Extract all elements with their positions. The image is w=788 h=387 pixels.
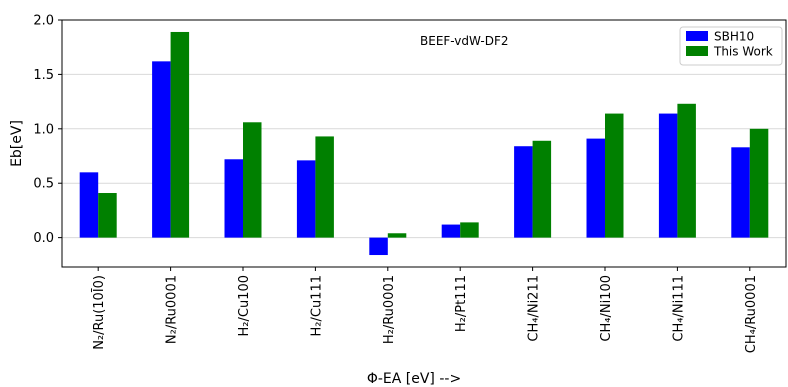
x-tick-label: CH₄/Ni100 — [599, 275, 614, 342]
legend-label-sbh10: SBH10 — [714, 30, 754, 44]
bar-sbh10 — [152, 61, 171, 238]
x-tick-label: CH₄/Ni211 — [527, 275, 542, 342]
bar-this-work — [532, 140, 552, 238]
x-axis-label: Φ-EA [eV] --> — [367, 371, 461, 387]
x-tick-label: N₂/Ru0001 — [165, 275, 180, 344]
bar-sbh10 — [514, 146, 533, 238]
bar-this-work — [315, 136, 334, 238]
x-tick-label: H₂/Pt111 — [454, 275, 469, 332]
method-annotation: BEEF-vdW-DF2 — [420, 34, 509, 48]
bar-this-work — [243, 122, 262, 238]
legend-label-this-work: This Work — [713, 45, 773, 59]
bar-sbh10 — [586, 138, 605, 238]
legend-swatch-this-work — [686, 46, 708, 56]
bar-this-work — [749, 128, 769, 238]
bar-this-work — [387, 233, 407, 238]
bar-this-work — [677, 103, 696, 238]
legend-swatch-sbh10 — [686, 31, 708, 41]
y-tick-label: 0.0 — [33, 231, 54, 246]
bar-sbh10 — [441, 224, 461, 238]
bar-sbh10 — [79, 172, 99, 238]
bar-sbh10 — [296, 160, 316, 238]
y-tick-label: 1.5 — [33, 68, 54, 83]
bar-this-work — [170, 31, 190, 238]
bar-this-work — [605, 113, 624, 238]
x-tick-label: H₂/Cu100 — [237, 275, 252, 337]
plot-frame — [61, 19, 787, 268]
bars — [79, 31, 769, 256]
bar-sbh10 — [369, 237, 388, 256]
bar-this-work — [98, 193, 117, 238]
y-tick-label: 1.0 — [33, 122, 54, 137]
y-axis-label: Eb[eV] — [9, 120, 25, 167]
bar-sbh10 — [658, 113, 678, 238]
legend: SBH10 This Work — [679, 26, 783, 66]
x-tick-label: CH₄/Ru0001 — [744, 275, 759, 353]
x-tick-label: N₂/Ru(10Ī0) — [92, 275, 107, 350]
y-tick-label: 0.5 — [33, 177, 54, 192]
bar-sbh10 — [224, 159, 243, 238]
x-tick-label: H₂/Cu111 — [309, 275, 324, 337]
x-tick-label: H₂/Ru0001 — [382, 275, 397, 344]
x-axis-ticks: N₂/Ru(10Ī0) N₂/Ru0001 H₂/Cu100 H₂/Cu111 H₂/R… — [92, 267, 759, 353]
y-tick-label: 2.0 — [33, 14, 54, 29]
bar-this-work — [460, 222, 479, 238]
y-axis-ticks: 0.0 0.5 1.0 1.5 2.0 — [33, 14, 62, 246]
x-tick-label: CH₄/Ni111 — [671, 275, 686, 342]
bar-sbh10 — [731, 147, 750, 238]
